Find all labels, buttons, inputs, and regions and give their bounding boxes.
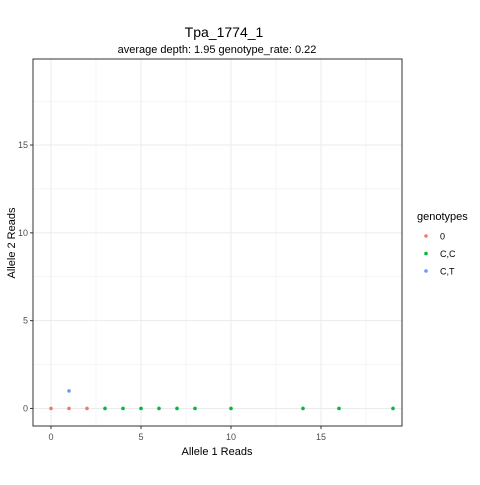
- data-point: [337, 406, 341, 411]
- data-point: [175, 406, 179, 411]
- data-point: [103, 406, 107, 411]
- x-axis-label: Allele 1 Reads: [182, 446, 253, 458]
- x-tick-label: 0: [48, 432, 53, 442]
- x-axis-ticks: 0 5 10 15: [48, 426, 326, 442]
- data-point: [301, 406, 305, 411]
- y-tick-label: 0: [23, 403, 28, 413]
- data-point: [139, 406, 143, 411]
- data-point: [157, 406, 161, 411]
- data-point: [229, 406, 233, 411]
- chart-title: Tpa_1774_1: [185, 24, 264, 40]
- legend-key: [424, 234, 428, 238]
- y-axis-label: Allele 2 Reads: [6, 207, 18, 278]
- legend: genotypes 0 C,C C,T: [417, 211, 468, 277]
- x-tick-label: 10: [226, 432, 236, 442]
- x-tick-label: 15: [316, 432, 326, 442]
- plot-border: [32, 58, 403, 427]
- legend-label: C,T: [440, 267, 455, 277]
- legend-title: genotypes: [417, 211, 468, 223]
- data-point: [67, 406, 71, 411]
- data-point: [67, 389, 71, 393]
- chart-subtitle: average depth: 1.95 genotype_rate: 0.22: [118, 44, 317, 56]
- legend-key: [424, 251, 428, 256]
- data-point: [193, 406, 197, 411]
- y-axis-ticks: 0 5 10 15: [18, 140, 33, 413]
- data-points: [49, 389, 395, 411]
- x-tick-label: 5: [138, 432, 143, 442]
- data-point: [85, 406, 89, 411]
- legend-label: C,C: [440, 249, 456, 259]
- y-tick-label: 15: [18, 140, 28, 150]
- legend-key: [424, 269, 428, 273]
- grid: [33, 59, 402, 426]
- legend-label: 0: [440, 232, 445, 242]
- data-point: [121, 406, 125, 411]
- y-tick-label: 5: [23, 316, 28, 326]
- y-tick-label: 10: [18, 228, 28, 238]
- data-point: [391, 406, 395, 411]
- data-point: [49, 406, 53, 411]
- plot-panel: [33, 59, 402, 426]
